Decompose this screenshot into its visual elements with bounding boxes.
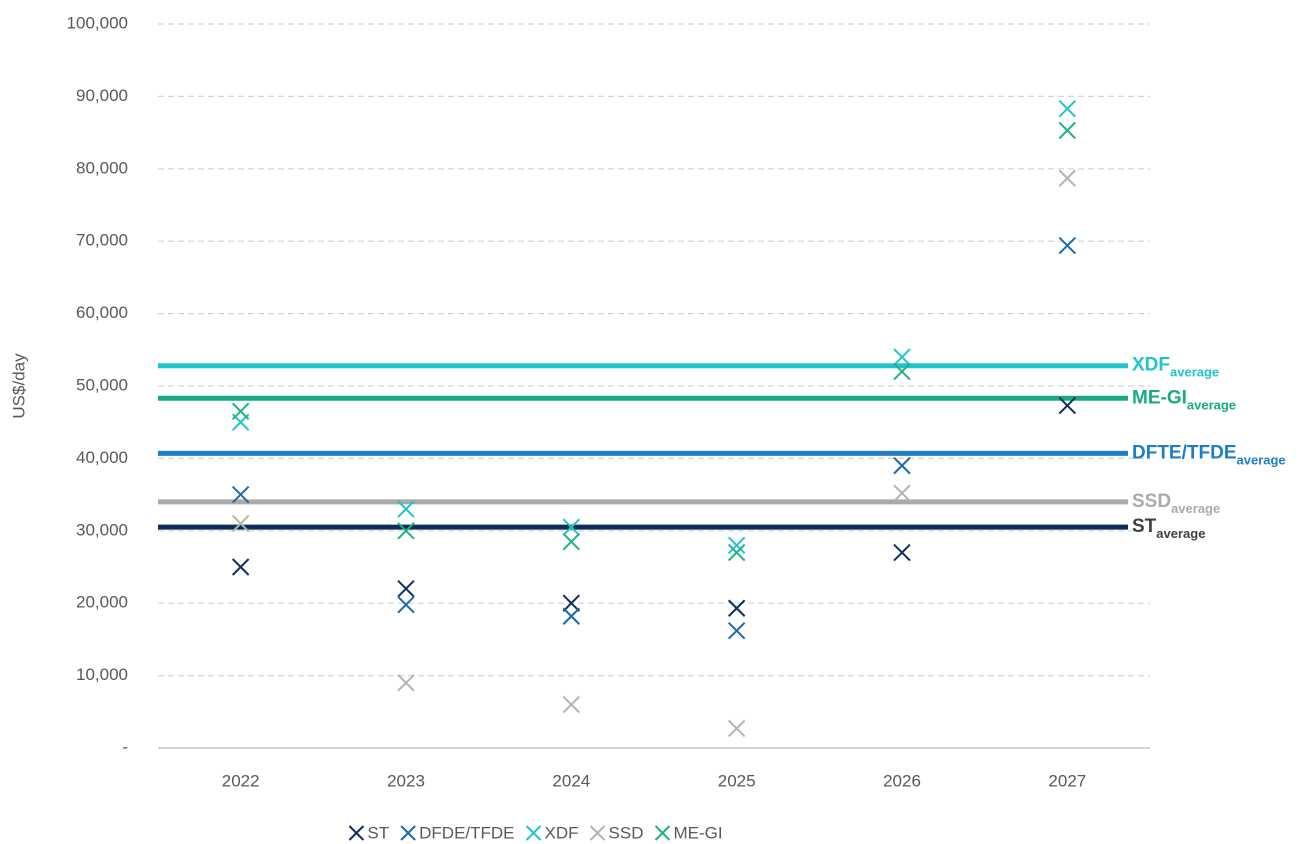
average-label-sub: average xyxy=(1187,398,1236,413)
x-tick-label: 2024 xyxy=(552,771,590,790)
marker xyxy=(231,402,250,421)
marker xyxy=(727,622,746,640)
average-label-sub: average xyxy=(1171,501,1220,516)
legend-marker xyxy=(348,825,365,841)
legend-label: ME-GI xyxy=(673,823,722,842)
legend-label: DFDE/TFDE xyxy=(419,823,514,842)
marker xyxy=(727,719,746,738)
x-tick-label: 2025 xyxy=(718,771,756,790)
average-label: STaverage xyxy=(1132,516,1205,541)
marker xyxy=(231,558,250,576)
marker xyxy=(893,362,911,381)
marker xyxy=(1058,396,1077,415)
marker xyxy=(397,580,415,598)
marker xyxy=(231,514,250,533)
x-tick-label: 2027 xyxy=(1048,771,1086,790)
y-tick-label: 40,000 xyxy=(76,448,128,467)
marker xyxy=(397,522,415,540)
y-tick-label: 20,000 xyxy=(76,593,128,612)
marker xyxy=(1058,121,1077,140)
average-label-name: XDF xyxy=(1132,355,1170,376)
marker xyxy=(397,595,415,614)
average-label: XDFaverage xyxy=(1132,355,1219,380)
marker xyxy=(562,594,581,612)
legend-marker xyxy=(525,825,542,841)
marker xyxy=(1058,100,1077,118)
marker xyxy=(562,532,581,551)
y-tick-label: 30,000 xyxy=(76,520,128,539)
marker xyxy=(397,500,415,518)
marker xyxy=(1058,236,1077,255)
y-tick-label: 70,000 xyxy=(76,231,128,250)
marker xyxy=(893,456,911,475)
marker xyxy=(231,485,250,504)
average-label: SSDaverage xyxy=(1132,491,1220,516)
marker xyxy=(562,607,581,625)
y-axis-label: US$/day xyxy=(9,353,28,419)
marker xyxy=(562,518,581,536)
y-tick-label: 80,000 xyxy=(76,158,128,177)
x-tick-label: 2022 xyxy=(222,771,260,790)
marker xyxy=(727,543,746,562)
average-label-name: SSD xyxy=(1132,491,1171,512)
legend-label: ST xyxy=(367,823,389,842)
average-label-sub: average xyxy=(1170,365,1219,380)
y-tick-label: 50,000 xyxy=(76,375,128,394)
marker xyxy=(397,674,415,692)
y-tick-label: 90,000 xyxy=(76,86,128,105)
average-label-sub: average xyxy=(1156,527,1205,542)
marker xyxy=(727,599,746,617)
marker xyxy=(1058,169,1077,187)
y-tick-label: 10,000 xyxy=(76,665,128,684)
average-label-name: ST xyxy=(1132,516,1157,537)
x-tick-label: 2023 xyxy=(387,771,425,790)
y-tick-label: 60,000 xyxy=(76,303,128,322)
marker xyxy=(727,536,746,554)
legend-marker xyxy=(654,825,671,841)
marker xyxy=(562,695,581,714)
marker xyxy=(893,484,911,502)
marker xyxy=(893,543,911,562)
average-label-sub: average xyxy=(1237,453,1286,468)
marker xyxy=(893,348,911,366)
average-label: DFTE/TFDEaverage xyxy=(1132,442,1286,467)
average-label-name: ME-GI xyxy=(1132,387,1187,408)
legend: ST DFDE/TFDE XDF SSD ME-GI xyxy=(348,823,723,842)
legend-marker xyxy=(589,825,606,841)
average-label-name: DFTE/TFDE xyxy=(1132,442,1237,463)
average-label: ME-GIaverage xyxy=(1132,387,1236,412)
y-tick-label: 100,000 xyxy=(67,13,128,32)
legend-label: XDF xyxy=(545,823,579,842)
x-tick-label: 2026 xyxy=(883,771,921,790)
legend-marker xyxy=(400,825,416,841)
legend-label: SSD xyxy=(609,823,644,842)
y-tick-label: - xyxy=(122,737,128,756)
